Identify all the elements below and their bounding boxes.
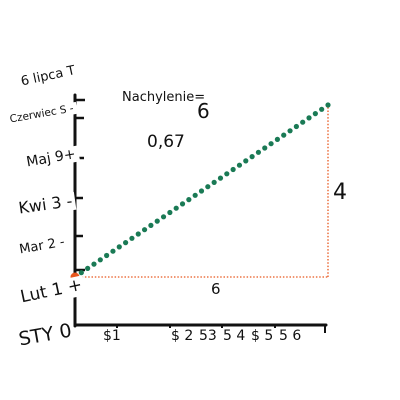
series-point — [104, 252, 110, 259]
series-point — [179, 201, 186, 207]
series-point — [255, 149, 262, 155]
series-point — [85, 265, 91, 271]
x-tick-label: $ 2 — [168, 328, 197, 345]
series-point — [198, 188, 205, 194]
series-point — [186, 197, 192, 203]
series-point — [306, 115, 312, 121]
series-point — [129, 235, 135, 241]
series-point — [312, 111, 318, 117]
x-tick-label: 5 6 — [276, 328, 305, 345]
slope-numerator: 6 — [197, 99, 210, 123]
series-point — [116, 244, 122, 250]
run-label: 6 — [211, 280, 221, 298]
series-point — [141, 227, 148, 233]
series-points — [72, 102, 331, 280]
series-point — [110, 248, 116, 254]
series-point — [243, 158, 249, 164]
series-point — [91, 261, 97, 267]
series-point — [268, 141, 274, 147]
series-point — [281, 132, 287, 138]
series-point — [148, 222, 154, 228]
series-point — [123, 240, 129, 246]
rise-label: 4 — [333, 180, 347, 205]
series-point — [78, 270, 84, 276]
series-point — [230, 166, 236, 173]
series-point — [154, 218, 160, 224]
series-point — [287, 128, 293, 134]
series-point — [236, 162, 243, 168]
series-point — [325, 102, 331, 108]
series-point — [224, 171, 230, 177]
series-point — [205, 184, 211, 190]
series-point — [319, 106, 325, 112]
series-point — [217, 175, 224, 181]
series-point — [160, 214, 167, 220]
slope-label: Nachylenie= — [122, 90, 206, 105]
series-point — [300, 119, 306, 125]
series-point — [249, 154, 255, 160]
series-point — [262, 145, 268, 151]
series-point — [135, 231, 141, 237]
series-point — [173, 205, 179, 211]
x-tick-label: 53 — [196, 328, 220, 345]
x-tick-label: $ 5 — [248, 328, 277, 345]
x-tick-label: 5 4 — [220, 328, 249, 345]
series-point — [274, 136, 280, 142]
series-point — [293, 123, 299, 130]
x-tick-label: $1 — [100, 328, 124, 345]
series-point — [97, 257, 103, 263]
series-point — [211, 179, 217, 185]
series-point — [167, 209, 173, 216]
slope-value: 0,67 — [147, 132, 185, 152]
series-point — [192, 192, 198, 198]
